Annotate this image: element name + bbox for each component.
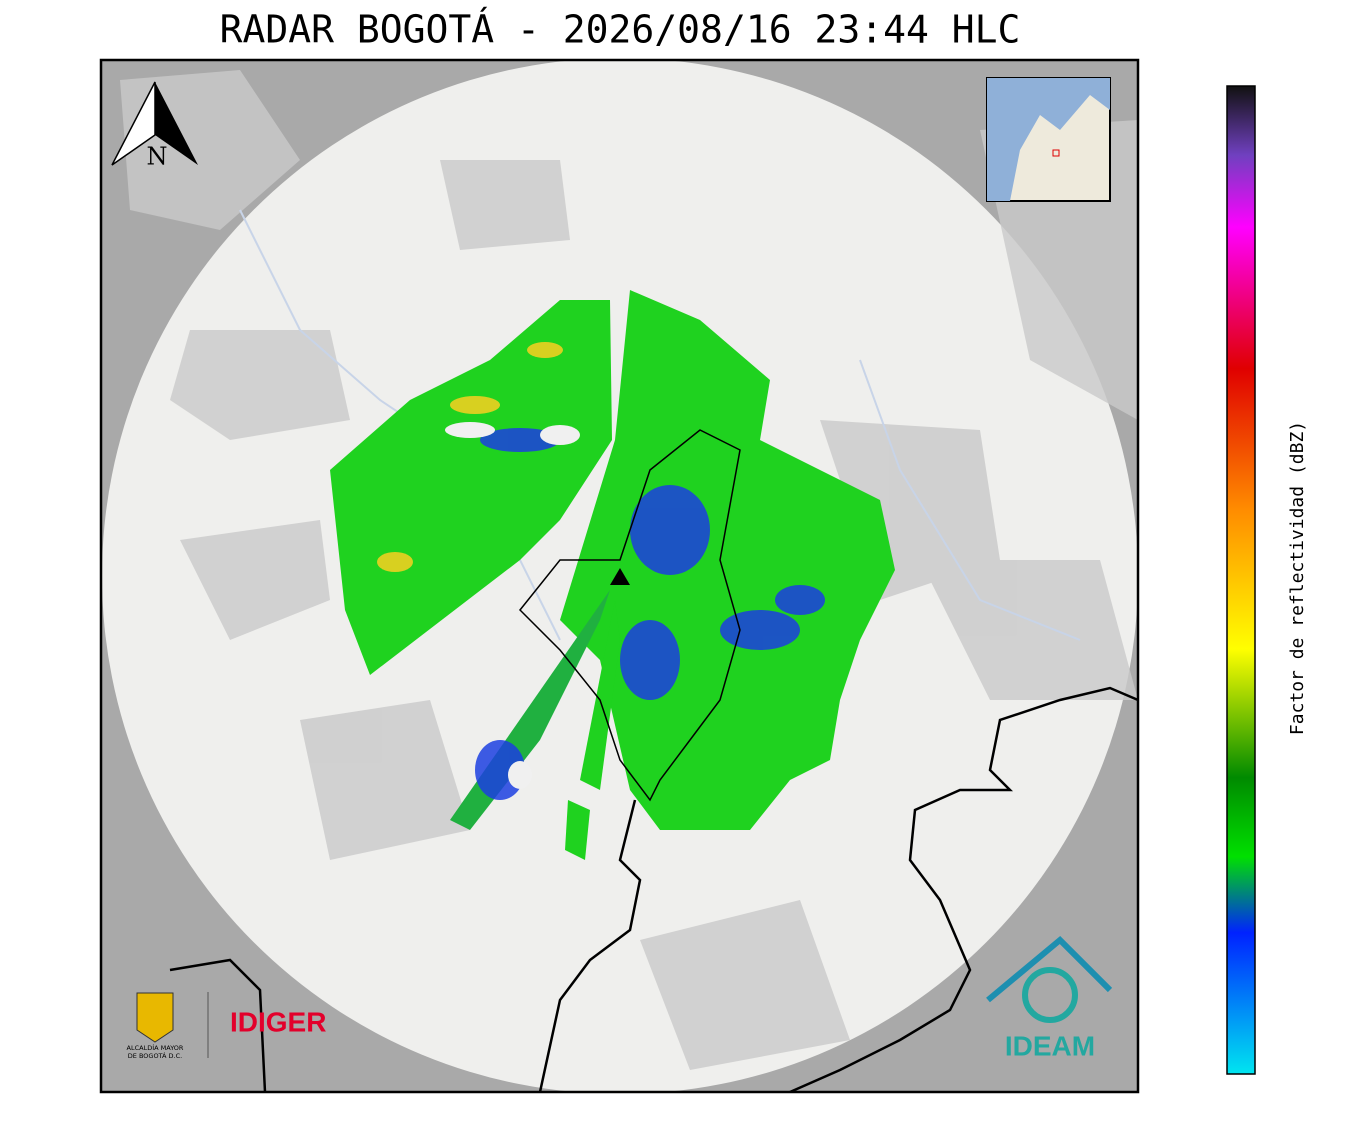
alcaldia-logo: ALCALDÍA MAYOR DE BOGOTÁ D.C. IDIGER xyxy=(127,992,326,1060)
map-area: N ALCALDÍA MAYOR DE BOGOTÁ D.C. IDIGER I… xyxy=(101,60,1138,1092)
inset-sea xyxy=(987,78,1110,201)
map-frame xyxy=(99,58,1140,1094)
north-arrow: N xyxy=(111,81,198,171)
alcaldia-line: DE BOGOTÁ D.C. xyxy=(128,1051,182,1060)
ideam-logo: IDEAM xyxy=(986,935,1113,1061)
boundaries xyxy=(169,429,1138,1092)
radar-echo xyxy=(330,290,895,860)
ideam-label: IDEAM xyxy=(1005,1030,1095,1061)
alcaldia-line: ALCALDÍA MAYOR xyxy=(127,1043,184,1052)
colorbar xyxy=(1226,85,1256,1075)
idiger-logo: IDIGER xyxy=(230,1006,326,1037)
north-label: N xyxy=(147,143,168,171)
inset-marker xyxy=(1052,149,1060,157)
colorbar-label: Factor de reflectividad (dBZ) xyxy=(1287,421,1308,735)
title: RADAR BOGOTÁ - 2026/08/16 23:44 HLC xyxy=(220,8,1021,52)
